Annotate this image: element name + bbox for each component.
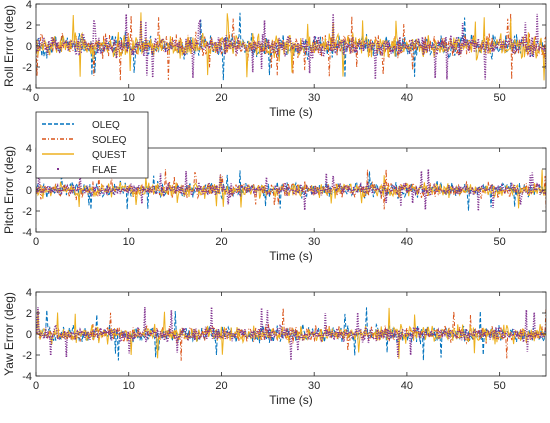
- x-tick-label: 10: [123, 236, 135, 248]
- y-axis-label: Yaw Error (deg): [2, 292, 16, 376]
- y-tick-label: 0: [26, 329, 32, 341]
- y-tick-label: -4: [22, 371, 32, 383]
- x-tick-label: 10: [123, 92, 135, 104]
- x-tick-label: 40: [401, 92, 413, 104]
- y-tick-label: -2: [22, 206, 32, 218]
- chart-panel-3: 0 10 20 30 40 50 -4 -2 0 2 4 Time (s) Yaw Error (deg…: [2, 287, 547, 407]
- x-tick-label: 40: [401, 236, 413, 248]
- x-tick-label: 0: [33, 380, 39, 392]
- x-tick-label: 50: [494, 92, 506, 104]
- x-tick-label: 10: [123, 380, 135, 392]
- y-tick-label: -4: [22, 83, 32, 95]
- y-tick-label: -2: [22, 350, 32, 362]
- x-tick-label: 20: [215, 92, 227, 104]
- x-tick-label: 30: [308, 380, 320, 392]
- x-axis-label: Time (s): [269, 105, 313, 119]
- legend-label-soleq: SOLEQ: [92, 135, 127, 146]
- y-tick-label: 4: [26, 143, 32, 155]
- y-tick-label: 4: [26, 0, 32, 11]
- legend-label-oleq: OLEQ: [92, 120, 120, 131]
- y-tick-label: 0: [26, 41, 32, 53]
- series-quest: [36, 307, 546, 359]
- y-tick-label: 0: [26, 185, 32, 197]
- series-quest: [36, 12, 546, 81]
- x-tick-label: 0: [33, 236, 39, 248]
- y-axis-label: Roll Error (deg): [2, 5, 16, 87]
- x-tick-label: 30: [308, 92, 320, 104]
- chart-panel-1: 0 10 20 30 40 50 -4 -2 0 2 4 Time (s) Roll Error (de…: [2, 0, 547, 119]
- series-flae: [36, 306, 546, 361]
- legend: OLEQ SOLEQ QUEST FLAE: [35, 111, 149, 179]
- series-flae: [36, 13, 546, 80]
- legend-label-quest: QUEST: [92, 150, 126, 161]
- y-tick-label: 2: [26, 164, 32, 176]
- x-axis-label: Time (s): [269, 393, 313, 407]
- y-tick-label: -4: [22, 227, 32, 239]
- y-tick-label: 4: [26, 287, 32, 299]
- x-tick-label: 50: [494, 380, 506, 392]
- legend-box: [35, 111, 149, 179]
- series-group: [36, 306, 546, 361]
- y-tick-label: -2: [22, 62, 32, 74]
- x-tick-label: 20: [215, 236, 227, 248]
- series-group: [36, 12, 546, 81]
- series-group: [36, 169, 546, 211]
- y-tick-label: 2: [26, 308, 32, 320]
- y-tick-label: 2: [26, 20, 32, 32]
- x-tick-label: 50: [494, 236, 506, 248]
- x-tick-label: 40: [401, 380, 413, 392]
- series-flae: [36, 169, 546, 211]
- y-axis-label: Pitch Error (deg): [2, 146, 16, 234]
- x-tick-label: 20: [215, 380, 227, 392]
- chart-panel-2: 0 10 20 30 40 50 -4 -2 0 2 4 Time (s) Pitch Error (d…: [2, 143, 547, 263]
- x-tick-label: 30: [308, 236, 320, 248]
- legend-label-flae: FLAE: [92, 165, 117, 176]
- x-tick-label: 0: [33, 92, 39, 104]
- x-axis-label: Time (s): [269, 249, 313, 263]
